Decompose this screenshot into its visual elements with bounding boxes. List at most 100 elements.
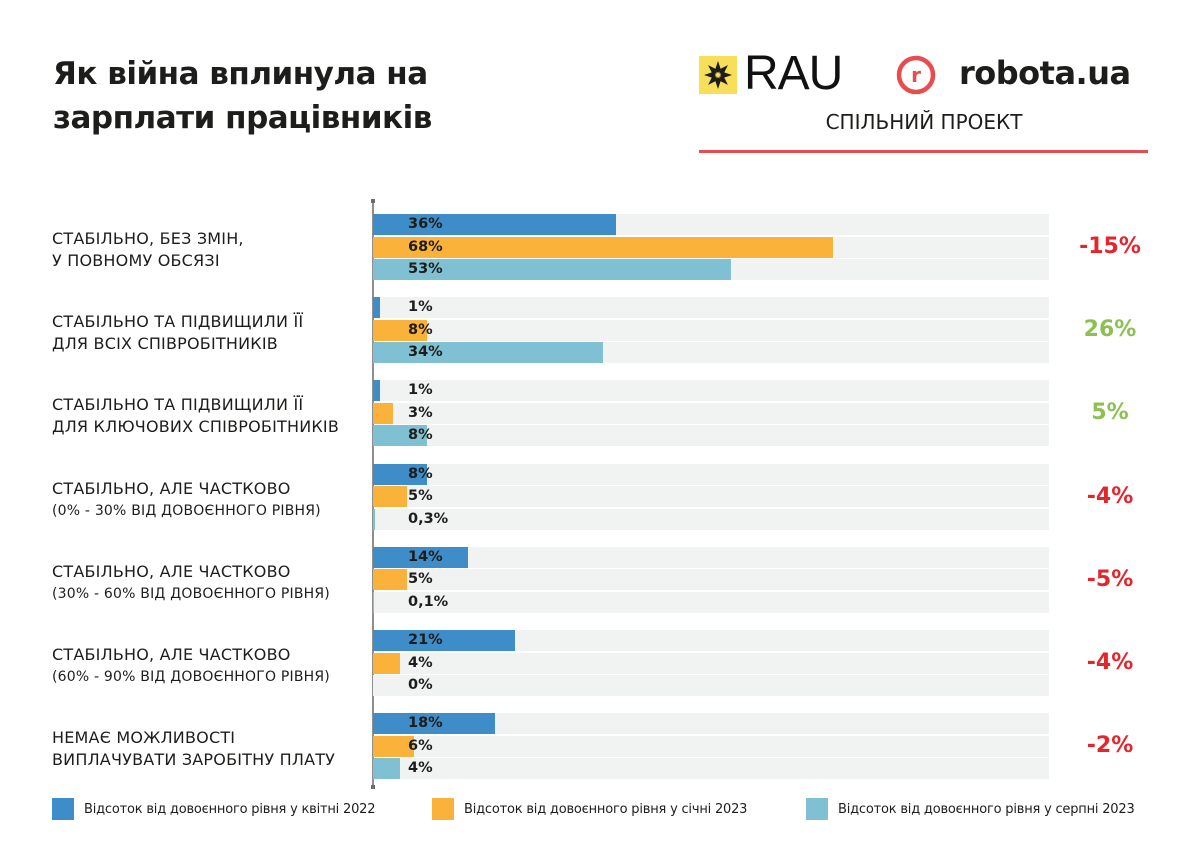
partner-logos: RAU r robota.ua СПІЛЬНИЙ ПРОЕКТ [698, 48, 1150, 162]
bar [373, 342, 603, 364]
legend-swatch [52, 798, 74, 820]
bar [373, 486, 407, 508]
bar-track: 8% [373, 463, 1049, 485]
bar-track: 1% [373, 380, 1049, 402]
bar-value-label: 3% [408, 404, 433, 421]
bar-track: 0% [373, 675, 1049, 696]
bar [373, 319, 428, 341]
legend-swatch [432, 798, 454, 820]
category-label: СТАБІЛЬНО ТА ПІДВИЩИЛИ ЇЇ ДЛЯ КЛЮЧОВИХ СП… [52, 394, 362, 438]
category-label-line1: СТАБІЛЬНО, АЛЕ ЧАСТКОВО [52, 645, 291, 664]
bar-value-label: 6% [408, 737, 433, 754]
bar [373, 758, 401, 780]
bar-value-label: 14% [408, 548, 443, 565]
joint-project-label: СПІЛЬНИЙ ПРОЕКТ [825, 110, 1023, 134]
category-label-line2: (60% - 90% ВІД ДОВОЄННОГО РІВНЯ) [52, 669, 330, 685]
robota-logo-icon: r [896, 55, 936, 95]
bar-value-label: 0% [408, 677, 433, 693]
bar [373, 735, 414, 757]
category-label-line1: НЕМАЄ МОЖЛИВОСТІ [52, 728, 236, 748]
axis-cap-top [371, 199, 375, 203]
category-label-line1: СТАБІЛЬНО, АЛЕ ЧАСТКОВО [52, 478, 291, 498]
bar-track: 3% [373, 402, 1049, 424]
bar [373, 463, 428, 485]
rau-star-icon [699, 56, 737, 94]
bar-track: 0,3% [373, 508, 1049, 530]
bar-track: 34% [373, 342, 1049, 364]
bar [373, 508, 376, 530]
bar-value-label: 1% [408, 299, 433, 316]
category-label-line2: (0% - 30% ВІД ДОВОЄННОГО РІВНЯ) [52, 502, 321, 519]
bar [373, 214, 617, 235]
bar-track: 36% [373, 214, 1049, 235]
bar [373, 591, 374, 613]
category-label-line1: СТАБІЛЬНО ТА ПІДВИЩИЛИ ЇЇ [52, 395, 304, 415]
bar-value-label: 21% [408, 632, 443, 648]
category-label: СТАБІЛЬНО, БЕЗ ЗМІН, У ПОВНОМУ ОБСЯЗІ [52, 228, 362, 272]
bar-value-label: 68% [408, 238, 443, 255]
bar-value-label: 8% [408, 465, 433, 482]
category-label: СТАБІЛЬНО, АЛЕ ЧАСТКОВО (30% - 60% ВІД ДО… [52, 561, 362, 605]
bar-track: 5% [373, 486, 1049, 508]
change-label: 26% [1083, 317, 1137, 343]
bar-track: 6% [373, 735, 1049, 757]
bar-track: 0,1% [373, 591, 1049, 613]
bar-value-label: 8% [408, 427, 433, 444]
title-line-2: зарплати працівників [53, 100, 432, 136]
bar-track: 8% [373, 319, 1049, 341]
category-label-line1: СТАБІЛЬНО, БЕЗ ЗМІН, [52, 229, 244, 248]
category-label-line2: У ПОВНОМУ ОБСЯЗІ [52, 251, 220, 270]
bar [373, 630, 515, 651]
bar [373, 569, 407, 591]
category-label-line2: ВИПЛАЧУВАТИ ЗАРОБІТНУ ПЛАТУ [52, 750, 336, 770]
bar [373, 259, 732, 280]
bar-track: 53% [373, 259, 1049, 280]
change-label: -4% [1086, 483, 1134, 509]
bar [373, 713, 495, 735]
bar [373, 402, 394, 424]
bar-value-label: 4% [408, 654, 433, 671]
robota-logo-text: robota.ua [959, 54, 1131, 92]
bar [373, 297, 380, 319]
bar-track: 1% [373, 297, 1049, 319]
bar-value-label: 0,1% [408, 593, 449, 610]
category-label-line2: ДЛЯ ВСІХ СПІВРОБІТНИКІВ [52, 334, 278, 354]
bar-track: 14% [373, 546, 1049, 568]
bar-track: 4% [373, 758, 1049, 780]
page-title: Як війна вплинула на зарплати працівникі… [53, 52, 432, 140]
legend-swatch [806, 798, 828, 820]
bar-value-label: 5% [408, 488, 433, 505]
legend-item: Відсоток від довоєнного рівня у квітні 2… [52, 797, 376, 821]
bar [373, 652, 401, 674]
bar [373, 425, 428, 447]
change-label: -5% [1086, 566, 1134, 592]
rau-logo-text: RAU [744, 47, 843, 100]
category-label: НЕМАЄ МОЖЛИВОСТІ ВИПЛАЧУВАТИ ЗАРОБІТНУ ПЛ… [52, 727, 362, 771]
header-divider [699, 150, 1148, 153]
bar-track: 68% [373, 236, 1049, 258]
bar [373, 546, 468, 568]
axis-cap-bottom [371, 785, 375, 789]
bar-track: 18% [373, 713, 1049, 735]
bar-value-label: 34% [408, 344, 443, 361]
legend-label: Відсоток від довоєнного рівня у квітні 2… [84, 801, 376, 817]
category-label: СТАБІЛЬНО ТА ПІДВИЩИЛИ ЇЇ ДЛЯ ВСІХ СПІВРО… [52, 311, 362, 355]
bar-value-label: 5% [408, 571, 433, 588]
category-label: СТАБІЛЬНО, АЛЕ ЧАСТКОВО (60% - 90% ВІД ДО… [52, 644, 362, 688]
bar-value-label: 36% [408, 216, 443, 232]
bar [373, 380, 380, 402]
bar-track: 8% [373, 425, 1049, 447]
category-label: СТАБІЛЬНО, АЛЕ ЧАСТКОВО (0% - 30% ВІД ДОВ… [52, 478, 362, 522]
category-label-line2: (30% - 60% ВІД ДОВОЄННОГО РІВНЯ) [52, 585, 330, 602]
bar-value-label: 18% [408, 715, 443, 732]
bar-track: 5% [373, 569, 1049, 591]
category-label-line2: ДЛЯ КЛЮЧОВИХ СПІВРОБІТНИКІВ [52, 417, 340, 437]
change-label: -15% [1079, 234, 1141, 259]
bar-value-label: 4% [408, 760, 433, 777]
legend-item: Відсоток від довоєнного рівня у січні 20… [432, 797, 747, 821]
title-line-1: Як війна вплинула на [53, 56, 428, 92]
category-label-line1: СТАБІЛЬНО, АЛЕ ЧАСТКОВО [52, 561, 291, 581]
change-label: 5% [1091, 400, 1129, 426]
legend-item: Відсоток від довоєнного рівня у серпні 2… [806, 797, 1135, 821]
